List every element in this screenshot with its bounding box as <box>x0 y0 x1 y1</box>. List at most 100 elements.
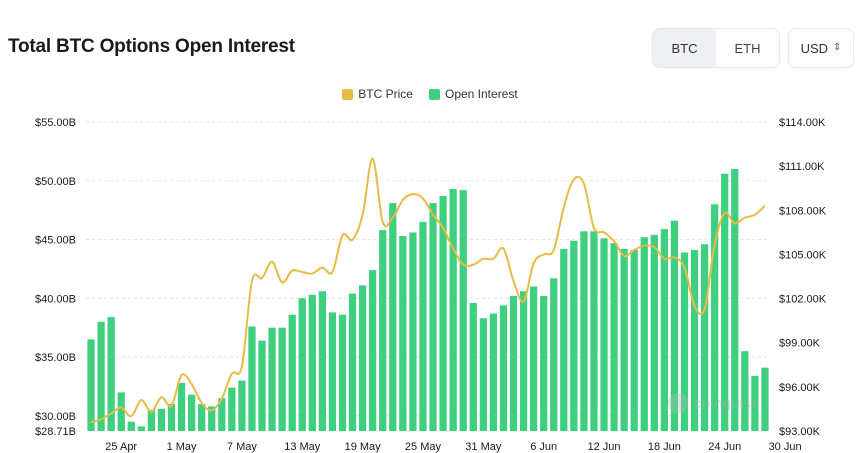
oi-bar <box>761 367 769 431</box>
chevron-updown-icon: ⇕ <box>833 42 842 53</box>
oi-bar <box>228 387 236 431</box>
oi-bar <box>177 382 186 431</box>
left-axis-tick-label: $40.00B <box>35 293 76 305</box>
oi-bar <box>519 291 528 431</box>
oi-bar <box>409 232 417 431</box>
oi-bar <box>690 250 699 431</box>
right-axis-tick-label: $108.00K <box>779 205 827 217</box>
oi-bar <box>157 408 166 431</box>
right-axis-tick-label: $102.00K <box>779 294 827 306</box>
left-axis-tick-label: $50.00B <box>35 176 76 188</box>
oi-bar <box>620 248 628 431</box>
oi-bar <box>248 326 256 431</box>
legend-label-oi: Open Interest <box>444 87 518 101</box>
oi-bar <box>741 351 749 431</box>
right-axis-tick-label: $99.00K <box>779 338 821 350</box>
asset-option-btc[interactable]: BTC <box>653 29 716 67</box>
oi-bar <box>258 340 266 431</box>
oi-bar <box>660 228 669 431</box>
oi-bar <box>751 375 759 431</box>
right-axis-tick-label: $105.00K <box>779 249 827 261</box>
oi-bar <box>298 298 306 431</box>
oi-bar <box>580 231 588 431</box>
oi-bar <box>198 404 206 431</box>
legend-item-oi[interactable]: Open Interest <box>428 87 518 101</box>
right-axis-tick-label: $93.00K <box>779 426 821 438</box>
oi-bar <box>600 238 608 431</box>
x-axis-tick-label: 6 Jun <box>530 441 557 453</box>
oi-bar <box>268 327 276 431</box>
currency-select[interactable]: USD ⇕ <box>788 28 854 68</box>
legend-item-price[interactable]: BTC Price <box>342 87 413 101</box>
oi-bar <box>570 240 578 431</box>
oi-bar <box>308 294 316 431</box>
asset-toggle[interactable]: BTC ETH <box>652 28 780 68</box>
oi-bar <box>469 303 477 431</box>
coinglass-logo-icon <box>668 393 688 413</box>
x-axis-tick-label: 25 May <box>405 441 442 453</box>
oi-bar <box>87 339 95 431</box>
legend-swatch-price <box>342 88 354 100</box>
oi-bar <box>479 318 487 431</box>
oi-bar <box>127 421 135 431</box>
left-axis-tick-label: $35.00B <box>35 352 76 364</box>
oi-bar <box>379 230 387 431</box>
asset-option-eth[interactable]: ETH <box>734 40 761 56</box>
legend-swatch-oi <box>428 88 440 100</box>
oi-bar <box>147 409 156 431</box>
oi-bar <box>399 236 407 431</box>
btc-price-line <box>90 157 766 424</box>
oi-bar <box>550 278 558 431</box>
oi-bar <box>358 285 367 431</box>
watermark: coinglass <box>668 393 759 413</box>
right-axis-tick-label: $114.00K <box>779 117 826 129</box>
oi-bar <box>590 231 598 431</box>
oi-bar <box>670 220 679 431</box>
x-axis-tick-label: 24 Jun <box>708 441 741 453</box>
oi-bar <box>338 314 347 431</box>
oi-bar <box>318 291 327 431</box>
oi-bar <box>278 327 286 431</box>
oi-bar <box>610 243 618 431</box>
chart-legend: BTC Price Open Interest <box>0 87 860 101</box>
x-axis-tick-label: 1 May <box>167 441 197 453</box>
oi-bar <box>540 295 548 431</box>
x-axis-tick-label: 12 Jun <box>588 441 621 453</box>
oi-bar <box>459 190 467 431</box>
oi-bar <box>499 305 508 431</box>
watermark-text: coinglass <box>694 395 759 411</box>
x-axis-tick-label: 13 May <box>284 441 321 453</box>
oi-bar <box>449 188 457 431</box>
oi-bar <box>700 244 709 431</box>
oi-bar <box>107 317 115 431</box>
oi-bar <box>369 270 377 431</box>
oi-bar <box>328 312 337 431</box>
oi-bar <box>117 392 125 431</box>
legend-label-price: BTC Price <box>358 87 413 101</box>
oi-bar <box>489 313 498 431</box>
oi-bar <box>640 237 648 431</box>
left-axis-tick-label: $45.00B <box>35 235 76 247</box>
oi-bar <box>288 314 296 431</box>
oi-bar <box>630 250 638 431</box>
x-axis-tick-label: 19 May <box>345 441 382 453</box>
page-title: Total BTC Options Open Interest <box>8 36 295 57</box>
oi-bar <box>208 406 216 431</box>
x-axis-tick-label: 31 May <box>465 441 502 453</box>
oi-bar <box>731 169 739 431</box>
oi-bar <box>389 203 397 431</box>
oi-bar <box>348 293 357 431</box>
x-axis-tick-label: 18 Jun <box>648 441 681 453</box>
left-axis-min-label: $28.71B <box>35 426 76 438</box>
oi-bar <box>218 398 226 431</box>
oi-bar <box>137 426 145 431</box>
oi-bar <box>711 204 719 431</box>
oi-bar <box>529 286 538 431</box>
oi-bar <box>238 380 246 431</box>
oi-bar <box>419 221 427 431</box>
oi-bar <box>650 234 658 431</box>
right-axis-tick-label: $111.00K <box>779 161 825 173</box>
left-axis-tick-label: $30.00B <box>35 411 76 423</box>
oi-bar <box>560 248 568 431</box>
